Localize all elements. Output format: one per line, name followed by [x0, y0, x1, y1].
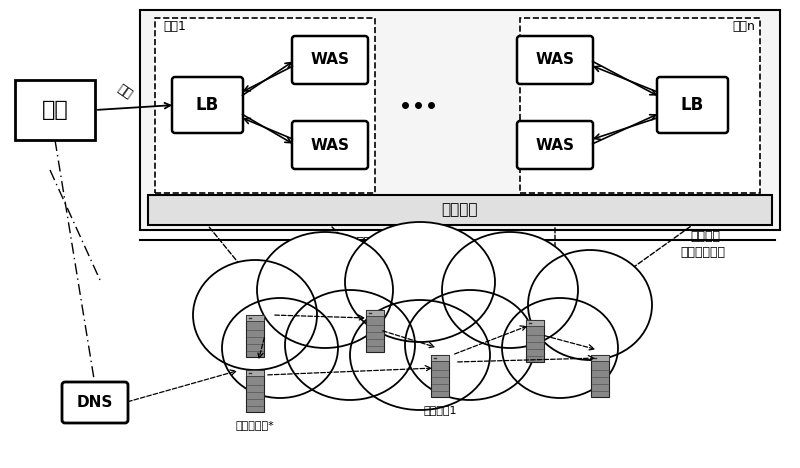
Text: 主控节点1: 主控节点1 [423, 405, 457, 415]
Text: 用户: 用户 [42, 100, 68, 120]
Bar [366, 310, 384, 316]
Text: 运行在: 运行在 [355, 236, 380, 250]
Text: 请求: 请求 [115, 82, 135, 102]
Text: 物理拓扑结构: 物理拓扑结构 [680, 246, 725, 258]
Bar [431, 355, 449, 397]
Ellipse shape [222, 298, 338, 398]
Text: WAS: WAS [535, 52, 574, 67]
FancyBboxPatch shape [517, 121, 593, 169]
FancyBboxPatch shape [292, 121, 368, 169]
Bar [140, 10, 780, 230]
Text: 工作服务器*: 工作服务器* [236, 420, 274, 430]
FancyBboxPatch shape [517, 36, 593, 84]
Ellipse shape [528, 250, 652, 360]
Ellipse shape [502, 298, 618, 398]
Bar [246, 370, 264, 376]
Bar [526, 320, 544, 326]
Text: 逻辑结构: 逻辑结构 [690, 231, 720, 243]
FancyBboxPatch shape [172, 77, 243, 133]
Bar [246, 315, 264, 321]
Bar [520, 18, 760, 193]
FancyBboxPatch shape [62, 382, 128, 423]
Ellipse shape [193, 260, 317, 370]
Ellipse shape [405, 290, 535, 400]
Ellipse shape [350, 300, 490, 410]
Text: 集群1: 集群1 [163, 20, 186, 33]
Bar [591, 355, 609, 397]
Text: WAS: WAS [310, 52, 350, 67]
Text: LB: LB [196, 96, 219, 114]
Ellipse shape [257, 232, 393, 348]
Text: WAS: WAS [535, 138, 574, 153]
Bar [148, 195, 772, 225]
Bar [526, 320, 544, 362]
Bar [366, 310, 384, 352]
Text: WAS: WAS [310, 138, 350, 153]
Text: 管理服务: 管理服务 [442, 203, 478, 218]
Ellipse shape [345, 222, 495, 342]
Text: DNS: DNS [77, 395, 113, 410]
Bar [591, 355, 609, 361]
Ellipse shape [285, 290, 415, 400]
Bar [155, 18, 375, 193]
Bar [246, 370, 264, 412]
FancyBboxPatch shape [657, 77, 728, 133]
FancyBboxPatch shape [292, 36, 368, 84]
Bar [431, 355, 449, 361]
Text: LB: LB [681, 96, 704, 114]
Ellipse shape [442, 232, 578, 348]
Text: 集群n: 集群n [732, 20, 755, 33]
Bar [246, 315, 264, 357]
Bar [15, 80, 95, 140]
